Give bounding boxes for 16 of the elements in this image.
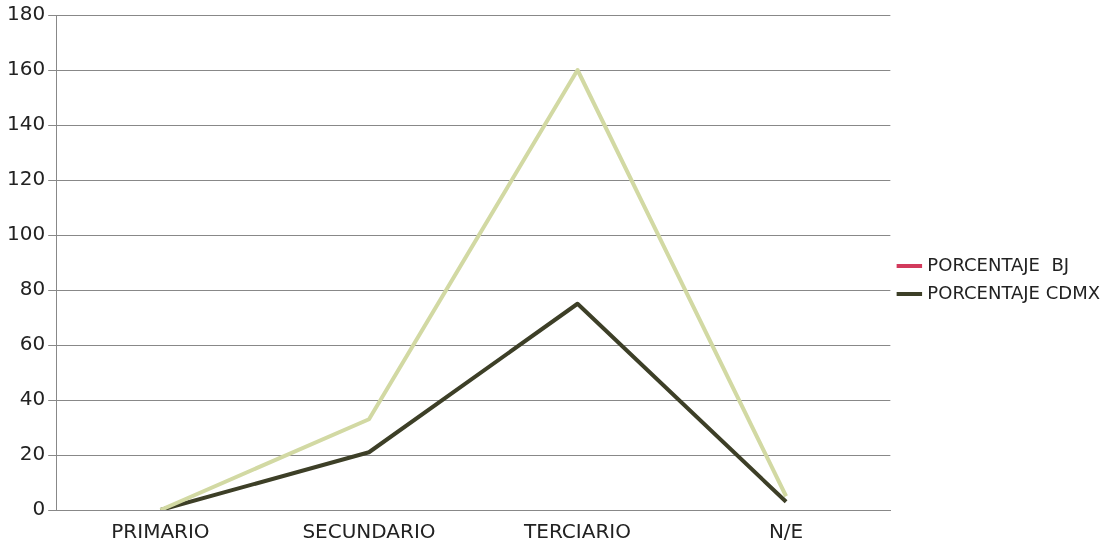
y-tick-label: 140 (6, 111, 46, 136)
legend-label: PORCENTAJE CDMX (927, 281, 1101, 303)
y-tick-label: 100 (6, 221, 46, 246)
y-tick-label: 160 (6, 56, 46, 81)
x-tick-label: PRIMARIO (111, 519, 210, 544)
y-tick-label: 40 (19, 386, 46, 411)
y-tick-label: 180 (6, 1, 46, 26)
y-tick-label: 20 (19, 441, 46, 466)
x-tick-label: TERCIARIO (523, 519, 631, 544)
x-tick-label: N/E (768, 519, 804, 544)
y-tick-label: 80 (19, 276, 46, 301)
y-tick-label: 60 (19, 331, 46, 356)
y-tick-label: 120 (6, 166, 46, 191)
x-tick-label: SECUNDARIO (302, 519, 436, 544)
legend-label: PORCENTAJE BJ (927, 253, 1070, 275)
y-tick-label: 0 (32, 496, 46, 521)
